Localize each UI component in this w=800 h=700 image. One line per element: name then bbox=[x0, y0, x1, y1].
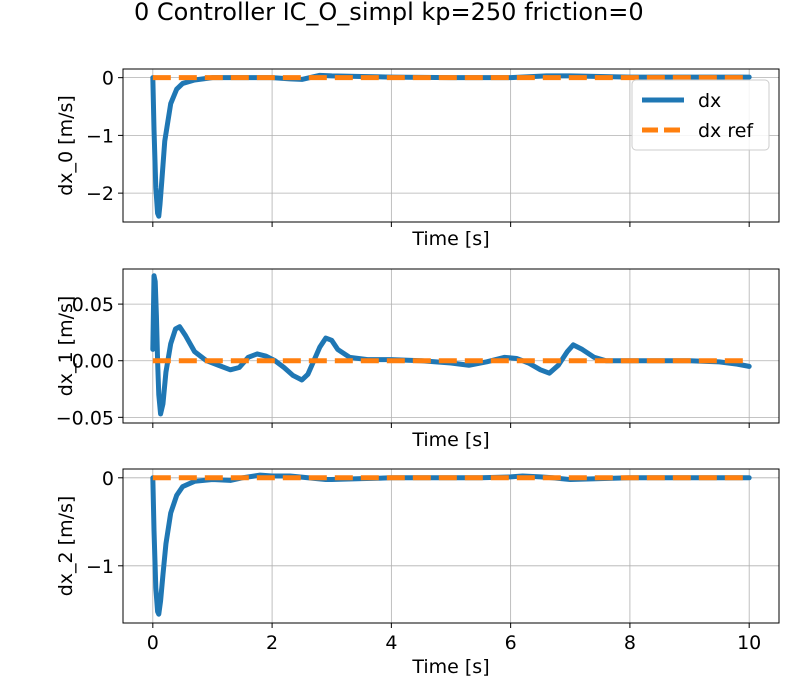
xaxis-label-1: Time [s] bbox=[411, 429, 489, 451]
yaxis-label-2: dx_2 [m/s] bbox=[55, 496, 77, 597]
yaxis-label-1: dx_1 [m/s] bbox=[55, 296, 77, 397]
axes-frame-1 bbox=[122, 268, 780, 424]
xtick-label-2-5: 10 bbox=[737, 632, 761, 654]
xaxis-label-2: Time [s] bbox=[411, 656, 489, 678]
xtick-label-2-0: 0 bbox=[147, 632, 159, 654]
ytick-label-0-2: −2 bbox=[86, 183, 114, 205]
ytick-label-2-1: −1 bbox=[86, 556, 114, 578]
ytick-label-1-1: 0.00 bbox=[72, 351, 114, 373]
axes-frame-0 bbox=[122, 68, 780, 223]
legend: dx dx ref bbox=[631, 79, 770, 151]
series-dx-line-1 bbox=[150, 273, 752, 417]
series-dx-line-2 bbox=[150, 472, 752, 617]
ytick-label-1-0: 0.05 bbox=[72, 294, 114, 316]
xtick-label-2-4: 8 bbox=[624, 632, 636, 654]
xtick-label-2-3: 6 bbox=[505, 632, 517, 654]
legend-label-dx: dx bbox=[698, 90, 721, 112]
subplot-0: 0 −1 −2 Time [s] dx_0 [m/s] dx dx ref bbox=[55, 68, 780, 250]
subplot-1: 0.05 0.00 −0.05 Time [s] dx_1 [m/s] bbox=[55, 268, 780, 451]
ytick-label-1-2: −0.05 bbox=[56, 407, 114, 429]
subplot-2: 0 2 4 6 8 10 0 −1 Time [s] dx_2 [m/s] bbox=[55, 468, 780, 678]
yaxis-label-0: dx_0 [m/s] bbox=[55, 95, 77, 196]
legend-label-dx-ref: dx ref bbox=[698, 120, 754, 142]
xtick-label-2-2: 4 bbox=[385, 632, 397, 654]
axes-frame-2 bbox=[122, 468, 780, 624]
xaxis-label-0: Time [s] bbox=[411, 228, 489, 250]
xtick-label-2-1: 2 bbox=[266, 632, 278, 654]
ytick-label-0-1: −1 bbox=[86, 125, 114, 147]
figure-title: 0 Controller IC_O_simpl kp=250 friction=… bbox=[134, 0, 644, 26]
ytick-label-0-0: 0 bbox=[102, 68, 114, 90]
ytick-label-2-0: 0 bbox=[102, 468, 114, 490]
